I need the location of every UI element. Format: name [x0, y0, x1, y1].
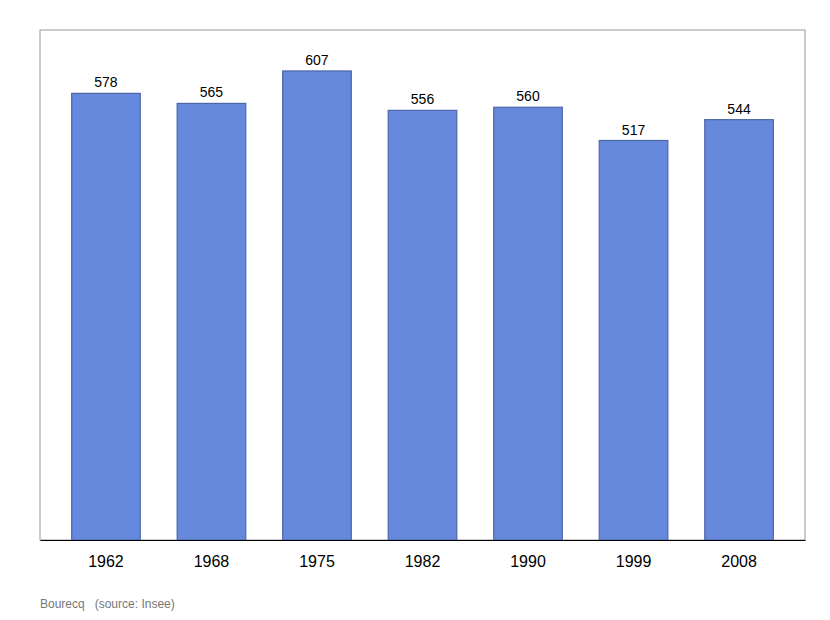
- tick: 2008: [721, 553, 757, 570]
- tick-label: 1962: [88, 553, 124, 570]
- data-label: 607: [305, 52, 329, 68]
- data-label: 544: [727, 101, 751, 117]
- data-label: 565: [200, 84, 224, 100]
- tick-label: 2008: [721, 553, 757, 570]
- tick: 1975: [299, 553, 335, 570]
- tick: 1999: [616, 553, 652, 570]
- tick-label: 1968: [194, 553, 230, 570]
- data-label: 517: [622, 122, 646, 138]
- bar: [494, 107, 563, 540]
- bar: [283, 71, 352, 540]
- data-label: 560: [516, 88, 540, 104]
- tick: 1982: [405, 553, 441, 570]
- bar: [177, 103, 246, 540]
- chart: 578 565 607 556 560 517 544 1962 1968 1975 1982 199…: [0, 0, 830, 620]
- tick: 1962: [88, 553, 124, 570]
- bar: [599, 141, 668, 541]
- plot: 578 565 607 556 560 517 544 1962 1968 1975 1982 199…: [40, 30, 806, 570]
- annotation: Bourecq (source: Insee): [40, 597, 175, 611]
- tick-label: 1982: [405, 553, 441, 570]
- tick: 1968: [194, 553, 230, 570]
- tick-label: 1999: [616, 553, 652, 570]
- data-label: 556: [411, 91, 435, 107]
- bars: [72, 71, 774, 540]
- bar: [705, 120, 774, 540]
- axis-domain: [41, 540, 806, 541]
- x-axis: 1962 1968 1975 1982 1990 1999 2008: [41, 541, 806, 570]
- tick: 1990: [510, 553, 546, 570]
- data-label: 578: [94, 74, 118, 90]
- data-labels: 578 565 607 556 560 517 544: [94, 52, 751, 138]
- tick-label: 1990: [510, 553, 546, 570]
- bar: [388, 110, 457, 540]
- tick-label: 1975: [299, 553, 335, 570]
- plot-frame: [40, 30, 805, 540]
- bar: [72, 93, 141, 540]
